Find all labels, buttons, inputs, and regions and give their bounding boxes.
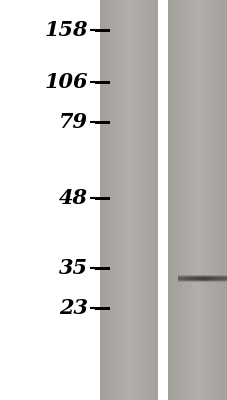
Text: 79: 79 <box>59 112 88 132</box>
Text: 48: 48 <box>59 188 88 208</box>
Text: 23: 23 <box>59 298 88 318</box>
Text: 106: 106 <box>44 72 88 92</box>
Text: 158: 158 <box>44 20 88 40</box>
Text: 35: 35 <box>59 258 88 278</box>
